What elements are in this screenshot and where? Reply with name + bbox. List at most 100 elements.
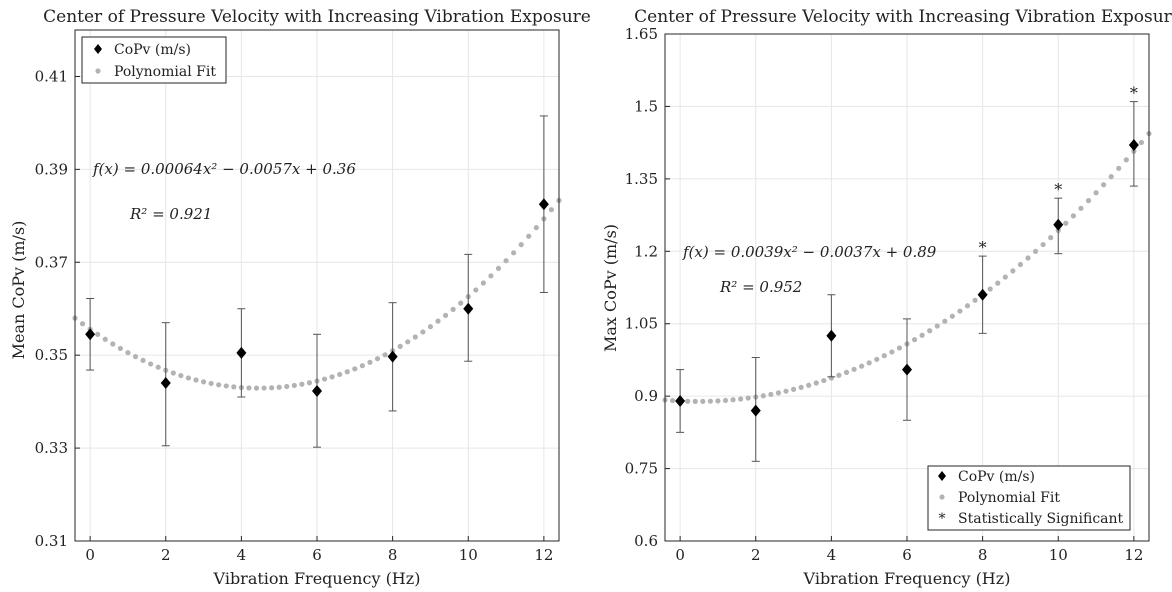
fit-point xyxy=(1070,213,1076,219)
x-tick-label: 6 xyxy=(312,546,322,564)
fit-point xyxy=(503,258,509,264)
fit-point xyxy=(276,384,282,390)
x-tick-label: 12 xyxy=(1124,546,1143,564)
fit-point xyxy=(269,385,275,391)
significance-asterisk: * xyxy=(1130,84,1138,103)
tick-labels: 0 2 4 6 8 10 12 0.31 0.33 0.35 0.37 0.39 0.41 xyxy=(35,67,554,564)
fit-point xyxy=(700,398,706,404)
fit-point xyxy=(427,324,434,330)
fit-point xyxy=(1138,139,1145,146)
y-tick-label: 0.35 xyxy=(35,346,68,364)
fit-point xyxy=(851,366,857,372)
fit-point xyxy=(1123,157,1129,163)
fit-point xyxy=(367,359,373,365)
fit-point xyxy=(405,339,411,345)
fit-point xyxy=(253,385,260,391)
fit-point xyxy=(806,382,812,388)
legend-dot-icon xyxy=(95,68,101,74)
fit-point xyxy=(344,369,350,375)
fit-point xyxy=(185,375,192,381)
fit-point xyxy=(246,385,252,391)
fit-point xyxy=(511,250,517,256)
fit-point xyxy=(798,384,804,391)
legend-diamond-icon xyxy=(94,44,102,54)
fit-curve xyxy=(72,197,562,391)
fit-equation: f(x) = 0.0039x² − 0.0037x + 0.89 xyxy=(682,243,937,261)
x-tick-label: 0 xyxy=(675,546,685,564)
y-tick-label: 0.31 xyxy=(35,532,68,550)
fit-point xyxy=(760,393,766,399)
data-points xyxy=(85,198,549,397)
fit-point xyxy=(140,357,146,364)
fit-point xyxy=(442,312,449,318)
fit-point xyxy=(730,397,736,403)
legend: CoPv (m/s) Polynomial Fit xyxy=(81,36,227,84)
fit-point xyxy=(949,313,955,319)
fit-point xyxy=(957,308,963,314)
legend-box xyxy=(927,465,1131,531)
fit-point xyxy=(896,345,903,351)
fit-point xyxy=(155,364,161,370)
fit-point xyxy=(1002,274,1008,280)
fit-point xyxy=(1010,268,1016,274)
y-tick-label: 0.9 xyxy=(634,387,658,405)
fit-point xyxy=(738,396,744,402)
legend-box xyxy=(81,36,227,84)
fit-point xyxy=(102,336,108,342)
legend-diamond-icon xyxy=(938,471,946,481)
data-point xyxy=(675,394,686,407)
x-tick-label: 10 xyxy=(459,546,478,564)
fit-point xyxy=(306,380,313,386)
y-tick-label: 0.39 xyxy=(35,160,68,178)
y-tick-label: 0.41 xyxy=(35,67,68,85)
fit-point xyxy=(359,363,365,369)
fit-point xyxy=(299,381,305,387)
fit-point xyxy=(927,328,933,334)
chart-title: Center of Pressure Velocity with Increas… xyxy=(634,7,1172,27)
fit-point xyxy=(911,337,918,343)
chart-mean-copv: Center of Pressure Velocity with Increas… xyxy=(9,7,591,588)
fit-point xyxy=(745,395,751,401)
fit-point xyxy=(193,377,199,383)
legend: CoPv (m/s) Polynomial Fit * Statisticall… xyxy=(927,465,1131,531)
x-axis-label: Vibration Frequency (Hz) xyxy=(213,569,421,588)
data-points xyxy=(675,139,1139,417)
fit-point xyxy=(231,384,237,390)
legend-entry: Polynomial Fit xyxy=(114,64,216,80)
fit-point xyxy=(843,369,850,375)
significance-markers: * * * xyxy=(979,84,1138,258)
fit-point xyxy=(1040,241,1046,248)
fit-point xyxy=(669,397,676,404)
fit-point xyxy=(473,287,479,293)
fit-point xyxy=(972,297,978,303)
fit-point xyxy=(170,370,176,376)
fit-point xyxy=(685,398,691,404)
tick-labels: 0 2 4 6 8 10 12 0.6 0.75 0.9 1.05 1.2 1.35 1.5 1.65 xyxy=(625,25,1144,564)
fit-point xyxy=(1108,174,1114,180)
data-point xyxy=(902,363,912,376)
y-tick-label: 0.37 xyxy=(35,253,68,271)
y-tick-label: 1.35 xyxy=(625,170,658,188)
fit-point xyxy=(450,306,456,312)
data-point xyxy=(160,377,171,390)
fit-point xyxy=(768,391,774,398)
fit-point xyxy=(1025,255,1031,261)
fit-point xyxy=(964,303,971,309)
y-axis-label: Max CoPv (m/s) xyxy=(601,224,620,352)
fit-point xyxy=(1116,165,1122,171)
fit-point xyxy=(223,383,229,389)
fit-point xyxy=(783,388,789,394)
fit-point xyxy=(117,345,123,352)
fit-point xyxy=(889,349,895,355)
x-tick-label: 8 xyxy=(388,546,398,564)
chart-title: Center of Pressure Velocity with Increas… xyxy=(43,7,591,27)
x-tick-label: 4 xyxy=(237,546,247,564)
fit-point xyxy=(548,207,555,213)
data-point xyxy=(826,329,837,342)
x-tick-label: 2 xyxy=(161,546,171,564)
y-tick-label: 0.75 xyxy=(625,460,658,478)
x-tick-label: 8 xyxy=(978,546,988,564)
fit-point xyxy=(397,343,403,349)
data-point xyxy=(85,328,96,341)
fit-point xyxy=(337,371,343,378)
